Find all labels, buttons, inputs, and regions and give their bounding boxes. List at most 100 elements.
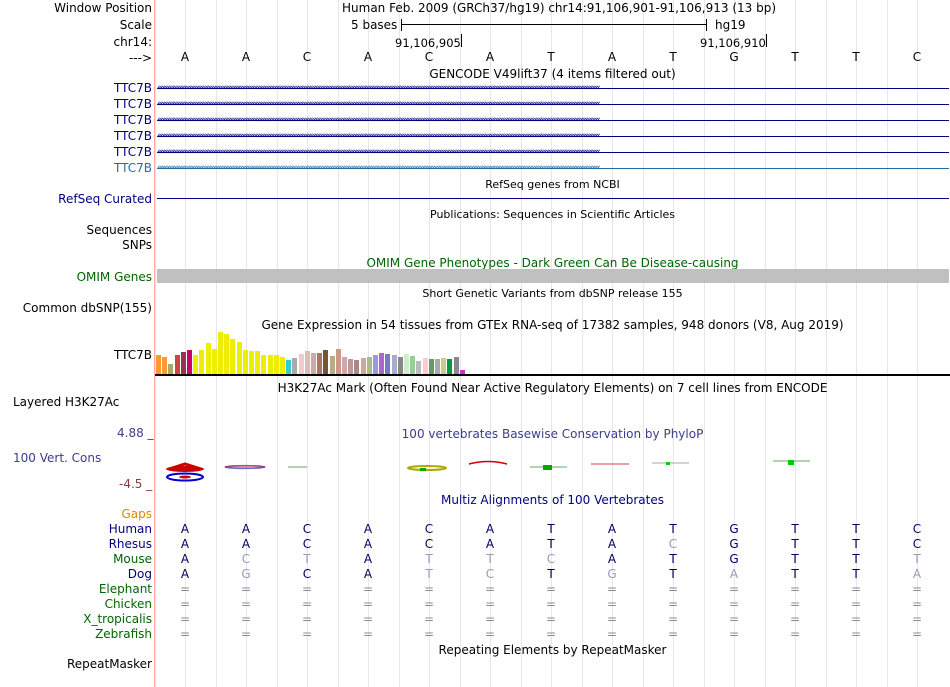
gtex-bar[interactable] — [181, 352, 186, 374]
multiz-base: G — [729, 522, 739, 536]
gtex-bar[interactable] — [423, 358, 428, 374]
multiz-base: A — [363, 522, 373, 536]
dbsnp-label[interactable]: Common dbSNP(155) — [22, 301, 152, 315]
multiz-base: A — [180, 537, 190, 551]
gtex-bar[interactable] — [193, 355, 198, 374]
gtex-bar[interactable] — [162, 357, 167, 374]
gtex-bar[interactable] — [305, 351, 310, 374]
multiz-base: T — [852, 552, 860, 566]
refseq-label[interactable]: RefSeq Curated — [58, 192, 152, 206]
gencode-transcript-arrows[interactable]: ‹‹‹‹‹‹‹‹‹‹‹‹‹‹‹‹‹‹‹‹‹‹‹‹‹‹‹‹‹‹‹‹‹‹‹‹‹‹‹‹… — [157, 116, 601, 125]
omim-label[interactable]: OMIM Genes — [76, 270, 152, 284]
gencode-track-label[interactable]: TTC7B — [114, 145, 152, 159]
gtex-bar[interactable] — [348, 359, 353, 374]
gtex-bar[interactable] — [249, 351, 254, 374]
gtex-bar[interactable] — [261, 355, 266, 374]
multiz-base: = — [240, 627, 252, 641]
gtex-bar[interactable] — [454, 357, 459, 374]
gtex-bar[interactable] — [237, 342, 242, 374]
strand-arrow-label[interactable]: ---> — [128, 51, 152, 65]
gtex-bar[interactable] — [206, 343, 211, 374]
gtex-bar[interactable] — [367, 357, 372, 374]
gtex-bar[interactable] — [385, 354, 390, 374]
gtex-bar[interactable] — [168, 364, 173, 374]
gtex-bar[interactable] — [447, 359, 452, 374]
conservation-label[interactable]: 100 Vert. Cons — [13, 451, 102, 465]
gtex-bar[interactable] — [268, 355, 273, 374]
multiz-species-label[interactable]: Human — [108, 522, 152, 536]
multiz-base: = — [850, 597, 862, 611]
gtex-label[interactable]: TTC7B — [114, 348, 152, 362]
multiz-species-label[interactable]: Zebrafish — [95, 627, 152, 641]
gtex-bar[interactable] — [299, 354, 304, 374]
gtex-bar[interactable] — [212, 349, 217, 374]
publications-snps-label[interactable]: SNPs — [122, 238, 152, 252]
repeatmasker-label[interactable]: RepeatMasker — [66, 657, 152, 671]
gtex-bar[interactable] — [317, 353, 322, 374]
gencode-track-label[interactable]: TTC7B — [114, 129, 152, 143]
gencode-transcript-arrows[interactable]: ‹‹‹‹‹‹‹‹‹‹‹‹‹‹‹‹‹‹‹‹‹‹‹‹‹‹‹‹‹‹‹‹‹‹‹‹‹‹‹‹… — [157, 148, 601, 157]
label-divider — [154, 0, 155, 687]
gencode-transcript-arrows[interactable]: ‹‹‹‹‹‹‹‹‹‹‹‹‹‹‹‹‹‹‹‹‹‹‹‹‹‹‹‹‹‹‹‹‹‹‹‹‹‹‹‹… — [157, 132, 601, 141]
gtex-bar[interactable] — [224, 334, 229, 374]
gtex-bar[interactable] — [255, 351, 260, 374]
gtex-bar[interactable] — [392, 355, 397, 374]
gtex-bar[interactable] — [404, 354, 409, 374]
gtex-bar[interactable] — [429, 359, 434, 374]
gtex-bar[interactable] — [243, 350, 248, 374]
gencode-track-label[interactable]: TTC7B — [114, 113, 152, 127]
gtex-bar[interactable] — [323, 350, 328, 374]
gencode-track-label[interactable]: TTC7B — [114, 161, 152, 175]
gtex-bar[interactable] — [460, 370, 465, 374]
gencode-transcript-arrows[interactable]: ‹‹‹‹‹‹‹‹‹‹‹‹‹‹‹‹‹‹‹‹‹‹‹‹‹‹‹‹‹‹‹‹‹‹‹‹‹‹‹‹… — [157, 164, 601, 173]
gtex-bar[interactable] — [410, 356, 415, 374]
publications-sequences-label[interactable]: Sequences — [86, 223, 152, 237]
multiz-species-label[interactable]: X_tropicalis — [83, 612, 152, 626]
gtex-bar[interactable] — [311, 353, 316, 374]
gtex-bar[interactable] — [274, 355, 279, 374]
gtex-bar[interactable] — [280, 357, 285, 374]
gtex-bar[interactable] — [361, 358, 366, 374]
gtex-bar[interactable] — [354, 360, 359, 374]
multiz-base: C — [912, 537, 922, 551]
gtex-bar[interactable] — [416, 361, 421, 374]
base-letter: A — [485, 50, 495, 64]
base-letter: A — [363, 50, 373, 64]
gtex-bar[interactable] — [336, 349, 341, 374]
gtex-bar[interactable] — [373, 355, 378, 374]
gtex-bar[interactable] — [218, 332, 223, 374]
gtex-bar[interactable] — [199, 350, 204, 374]
gtex-bar[interactable] — [286, 360, 291, 374]
h3k27ac-label[interactable]: Layered H3K27Ac — [13, 395, 120, 409]
multiz-species-label[interactable]: Elephant — [98, 582, 152, 596]
multiz-base: C — [302, 567, 312, 581]
multiz-species-label[interactable]: Dog — [127, 567, 152, 581]
gtex-bar[interactable] — [441, 358, 446, 374]
chrom-tick-2-mark — [766, 34, 767, 47]
gtex-bar[interactable] — [156, 355, 161, 374]
gtex-bar[interactable] — [230, 339, 235, 374]
gtex-bar[interactable] — [342, 357, 347, 374]
refseq-gene-line[interactable] — [157, 198, 949, 199]
gencode-track-label[interactable]: TTC7B — [114, 81, 152, 95]
multiz-species-label[interactable]: Rhesus — [108, 537, 152, 551]
omim-gene-bar[interactable] — [157, 269, 949, 283]
gtex-bar[interactable] — [330, 356, 335, 374]
multiz-base: T — [791, 552, 799, 566]
gaps-label[interactable]: Gaps — [121, 507, 152, 521]
gtex-bar[interactable] — [435, 359, 440, 374]
window-position-text[interactable]: Human Feb. 2009 (GRCh37/hg19) chr14:91,1… — [342, 1, 777, 15]
gtex-bar[interactable] — [175, 355, 180, 374]
gtex-bar[interactable] — [187, 350, 192, 374]
gtex-bar[interactable] — [292, 358, 297, 374]
gencode-track-label[interactable]: TTC7B — [114, 97, 152, 111]
gencode-transcript-arrows[interactable]: ‹‹‹‹‹‹‹‹‹‹‹‹‹‹‹‹‹‹‹‹‹‹‹‹‹‹‹‹‹‹‹‹‹‹‹‹‹‹‹‹… — [157, 84, 601, 93]
multiz-base: = — [362, 597, 374, 611]
conservation-logos[interactable] — [155, 455, 950, 485]
multiz-species-label[interactable]: Mouse — [113, 552, 152, 566]
gencode-transcript-arrows[interactable]: ‹‹‹‹‹‹‹‹‹‹‹‹‹‹‹‹‹‹‹‹‹‹‹‹‹‹‹‹‹‹‹‹‹‹‹‹‹‹‹‹… — [157, 100, 601, 109]
gtex-bar[interactable] — [379, 353, 384, 374]
multiz-base: A — [485, 522, 495, 536]
gtex-bar[interactable] — [398, 357, 403, 374]
multiz-species-label[interactable]: Chicken — [104, 597, 152, 611]
